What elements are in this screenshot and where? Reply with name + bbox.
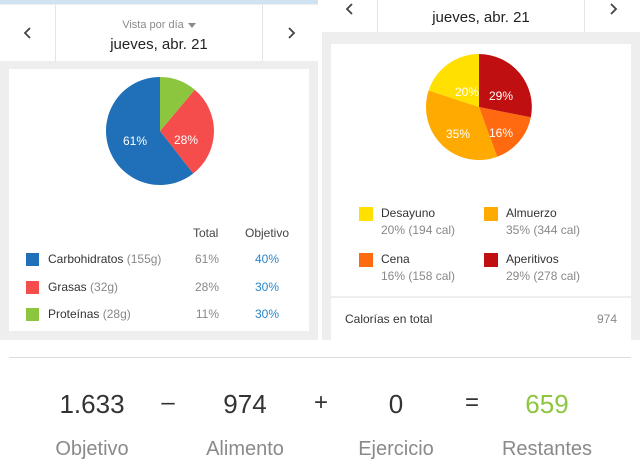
previous-day-button[interactable] [322, 0, 378, 32]
pie-slice-dinner [479, 107, 531, 157]
equals-sign: = [464, 389, 480, 416]
previous-day-button[interactable] [0, 5, 56, 61]
remaining-value: 659 [525, 389, 569, 419]
macro-name: Proteínas [48, 307, 100, 321]
macro-label: Carbohidratos (155g) [48, 252, 161, 266]
pie-label-fat: 28% [174, 133, 198, 147]
macro-row-protein: Proteínas (28g) 11% 30% [9, 305, 309, 325]
pie-label-snacks: 29% [489, 89, 513, 103]
chevron-right-icon [287, 27, 295, 39]
pie-slice-fat [160, 89, 214, 174]
pie-slice-breakfast [428, 54, 479, 107]
protein-swatch [26, 308, 39, 321]
column-header-goal: Objetivo [245, 226, 290, 240]
macro-name: Grasas [48, 280, 87, 294]
carbs-swatch [26, 253, 39, 266]
view-mode-dropdown[interactable]: Vista por día [57, 19, 261, 31]
food-value: 974 [223, 389, 267, 419]
pie-slice-carbs [106, 77, 194, 185]
meal-legend-snacks[interactable]: Aperitivos 29% (278 cal) [484, 252, 614, 292]
date-navigator: Vista por día jueves, abr. 21 [0, 5, 318, 61]
meals-panel: jueves, abr. 21 20% 29% 35% 16% Desayuno… [322, 0, 640, 340]
date-selector[interactable]: jueves, abr. 21 [379, 0, 583, 32]
macro-label: Proteínas (28g) [48, 307, 131, 321]
chevron-left-icon [345, 3, 353, 15]
meal-detail: 29% (278 cal) [506, 269, 581, 283]
macro-total: 61% [194, 252, 219, 266]
breakfast-swatch [359, 207, 373, 221]
macro-goal[interactable]: 30% [254, 280, 279, 294]
column-header-total: Total [193, 226, 219, 240]
dinner-swatch [359, 253, 373, 267]
total-calories-row: Calorías en total 974 [331, 298, 631, 340]
macro-row-fat: Grasas (32g) 28% 30% [9, 278, 309, 298]
date-label: jueves, abr. 21 [432, 9, 530, 26]
caret-down-icon [187, 22, 196, 28]
exercise-value: 0 [388, 389, 404, 419]
total-calories-value: 974 [596, 312, 617, 326]
macro-label: Grasas (32g) [48, 280, 118, 294]
top-accent-bar [0, 0, 318, 4]
meal-name: Aperitivos [506, 252, 559, 266]
goal-value: 1.633 [59, 389, 125, 419]
meal-detail: 20% (194 cal) [381, 223, 456, 237]
pie-slice-protein [160, 77, 195, 131]
meal-legend-dinner[interactable]: Cena 16% (158 cal) [359, 252, 489, 292]
view-mode-label: Vista por día [122, 19, 184, 31]
meal-detail: 16% (158 cal) [381, 269, 456, 283]
macros-panel: Vista por día jueves, abr. 21 61% 28% To… [0, 0, 318, 340]
macro-grams: (32g) [90, 280, 119, 294]
meal-legend-breakfast[interactable]: Desayuno 20% (194 cal) [359, 206, 489, 246]
date-navigator: jueves, abr. 21 [322, 0, 640, 32]
meals-card: 20% 29% 35% 16% Desayuno 20% (194 cal) A… [331, 44, 631, 296]
plus-sign: + [313, 389, 329, 416]
next-day-button[interactable] [262, 5, 318, 61]
macros-pie-chart: 61% 28% [106, 77, 214, 185]
remaining-label: Restantes [501, 438, 593, 460]
date-label: jueves, abr. 21 [110, 36, 208, 53]
pie-label-dinner: 16% [489, 126, 513, 140]
macro-row-carbs: Carbohidratos (155g) 61% 40% [9, 250, 309, 270]
meals-pie-chart: 20% 29% 35% 16% [426, 54, 532, 160]
meal-name: Desayuno [381, 206, 436, 220]
goal-label: Objetivo [55, 438, 129, 460]
total-calories-label: Calorías en total [345, 312, 433, 326]
macro-grams: (28g) [102, 307, 131, 321]
chevron-left-icon [23, 27, 31, 39]
meal-legend-lunch[interactable]: Almuerzo 35% (344 cal) [484, 206, 614, 246]
meal-detail: 35% (344 cal) [506, 223, 581, 237]
macro-goal[interactable]: 30% [254, 307, 279, 321]
chevron-right-icon [609, 3, 617, 15]
fat-swatch [26, 281, 39, 294]
meal-name: Cena [381, 252, 410, 266]
pie-slice-snacks [479, 54, 532, 118]
macro-total: 11% [195, 307, 219, 321]
divider [9, 357, 631, 358]
meal-name: Almuerzo [506, 206, 557, 220]
macro-grams: (155g) [126, 252, 162, 266]
pie-label-breakfast: 20% [455, 85, 479, 99]
pie-label-lunch: 35% [446, 127, 470, 141]
exercise-label: Ejercicio [358, 438, 434, 460]
next-day-button[interactable] [584, 0, 640, 32]
food-label: Alimento [206, 438, 284, 460]
macro-goal[interactable]: 40% [254, 252, 279, 266]
snacks-swatch [484, 253, 498, 267]
macro-total: 28% [194, 280, 219, 294]
macros-card: 61% 28% Total Objetivo Carbohidratos (15… [9, 69, 309, 331]
pie-label-carbs: 61% [123, 134, 147, 148]
date-selector[interactable]: Vista por día jueves, abr. 21 [57, 5, 261, 61]
lunch-swatch [484, 207, 498, 221]
minus-sign: – [161, 389, 175, 416]
macro-name: Carbohidratos [48, 252, 124, 266]
pie-slice-lunch [426, 90, 498, 160]
